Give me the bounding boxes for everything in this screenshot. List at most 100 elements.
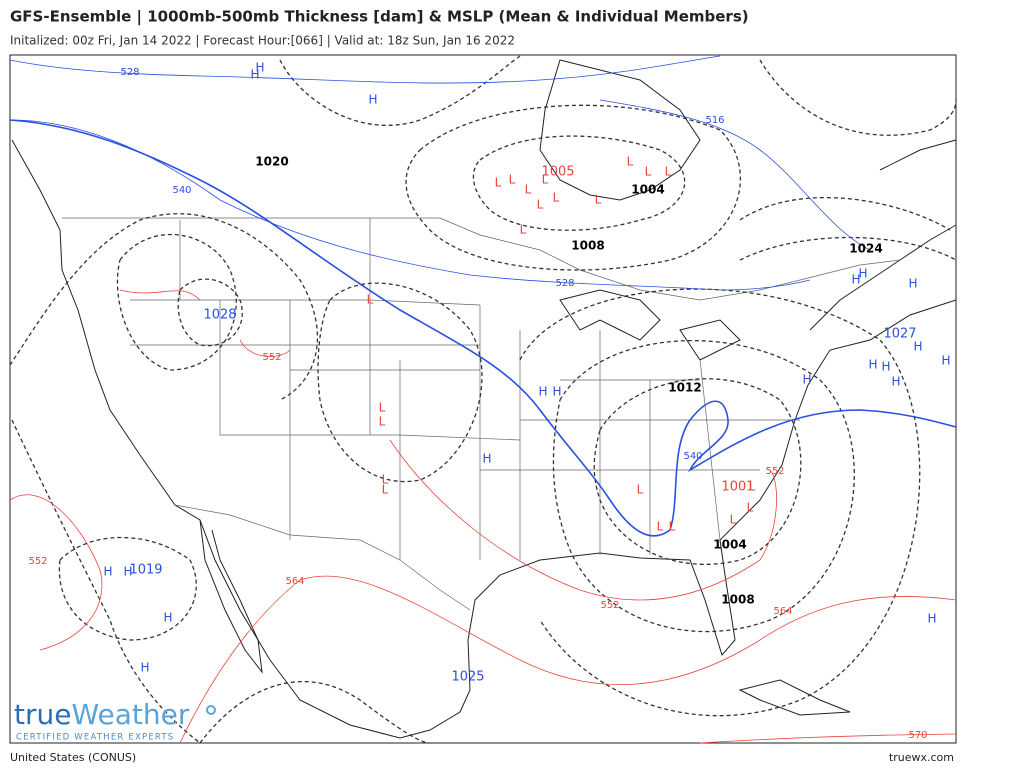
high-marker: H	[868, 358, 877, 372]
map-frame	[9, 54, 957, 744]
contour-label: 1004	[631, 183, 664, 197]
logo-tagline: CERTIFIED WEATHER EXPERTS	[16, 733, 174, 743]
low-marker: L	[637, 483, 644, 497]
thickness-564	[179, 575, 957, 744]
logo: trueWeather CERTIFIED WEATHER EXPERTS	[14, 698, 216, 743]
contour-label: 1004	[713, 538, 746, 552]
title: GFS-Ensemble | 1000mb-500mb Thickness [d…	[10, 8, 749, 27]
isobar	[317, 282, 483, 483]
high-marker: H	[123, 565, 132, 579]
high-marker: H	[908, 277, 917, 291]
isobar	[405, 104, 742, 271]
thickness-label: 564	[773, 606, 792, 617]
high-marker: H	[552, 385, 561, 399]
isobar	[759, 59, 957, 136]
coastline	[11, 139, 957, 739]
member-high-label: 1019	[129, 563, 162, 578]
high-marker: H	[368, 93, 377, 107]
thickness-label: 570	[908, 730, 927, 741]
high-marker: H	[851, 273, 860, 287]
low-marker: L	[669, 520, 676, 534]
member-low-label: 1005	[541, 165, 574, 180]
low-marker: L	[657, 520, 664, 534]
isobar	[739, 197, 957, 261]
low-marker: L	[367, 293, 374, 307]
baja	[199, 519, 263, 674]
thickness-label: 552	[600, 600, 619, 611]
footer-region: United States (CONUS)	[10, 751, 136, 764]
low-marker: L	[645, 165, 652, 179]
low-marker: L	[627, 155, 634, 169]
member-high-label: 1025	[451, 670, 484, 685]
low-marker: L	[382, 473, 389, 487]
high-marker: H	[538, 385, 547, 399]
contour-label: 1024	[849, 242, 882, 256]
subtitle: Initalized: 00z Fri, Jan 14 2022 | Forec…	[10, 34, 515, 48]
low-marker: L	[509, 173, 516, 187]
high-marker: H	[858, 267, 867, 281]
contour-label: 1020	[255, 155, 288, 169]
low-marker: L	[379, 415, 386, 429]
logo-part2: Weather	[71, 698, 189, 731]
logo-dot	[206, 705, 216, 715]
northeast-coast	[809, 139, 957, 331]
thickness-516	[599, 99, 871, 251]
logo-part1: true	[14, 698, 71, 731]
high-marker: H	[881, 360, 890, 374]
low-marker: L	[749, 480, 756, 494]
thickness-540	[9, 119, 957, 537]
isobar	[58, 536, 197, 641]
thickness-label: 540	[172, 185, 191, 196]
us-canada-border	[62, 217, 901, 301]
isobar	[199, 680, 431, 744]
contour-label: 1008	[721, 593, 754, 607]
low-marker: L	[537, 198, 544, 212]
isobar	[116, 233, 237, 371]
member-high-label: 1027	[883, 327, 916, 342]
high-marker: H	[250, 68, 259, 82]
logo-name: trueWeather	[14, 698, 190, 731]
low-marker: L	[542, 173, 549, 187]
high-marker: H	[927, 612, 936, 626]
low-marker: L	[553, 191, 560, 205]
low-marker: L	[747, 501, 754, 515]
thickness-label: 528	[120, 67, 139, 78]
hudson-bay	[539, 59, 701, 201]
low-marker: L	[382, 483, 389, 497]
member-low-label: 1001	[721, 480, 754, 495]
thickness-552	[9, 289, 777, 651]
footer-site: truewx.com	[889, 751, 954, 764]
thickness-label: 552	[28, 556, 47, 567]
high-marker: H	[891, 375, 900, 389]
thickness-label: 552	[765, 466, 784, 477]
high-marker: H	[163, 611, 172, 625]
contour-label: 1012	[668, 381, 701, 395]
thickness-label: 564	[285, 576, 304, 587]
map-labels: 1020 1004 1008 1024 1012 1004 1008 1028 1027 1019…	[28, 61, 950, 742]
great-lakes	[559, 289, 741, 361]
high-marker: H	[802, 373, 811, 387]
isobar	[177, 278, 243, 347]
thickness-570	[699, 733, 957, 744]
high-marker: H	[103, 565, 112, 579]
isobar	[279, 55, 521, 126]
thickness-label: 528	[555, 278, 574, 289]
map-layers	[9, 55, 957, 744]
high-marker: H	[913, 340, 922, 354]
us-mexico-border	[174, 504, 471, 611]
low-marker: L	[730, 513, 737, 527]
low-marker: L	[379, 401, 386, 415]
contour-label: 1008	[571, 239, 604, 253]
florida-cuba	[738, 679, 851, 716]
high-marker: H	[140, 661, 149, 675]
low-marker: L	[525, 183, 532, 197]
high-marker: H	[482, 452, 491, 466]
low-marker: L	[520, 223, 527, 237]
state-lines	[130, 218, 800, 560]
isobar	[9, 213, 319, 401]
thickness-528	[9, 55, 721, 84]
low-marker: L	[495, 176, 502, 190]
thickness-label: 516	[705, 115, 724, 126]
isobar	[552, 339, 855, 633]
